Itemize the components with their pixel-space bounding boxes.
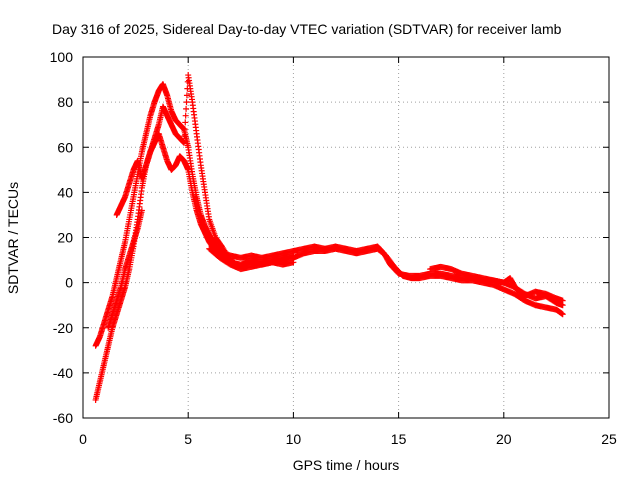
series-trace-d bbox=[105, 207, 297, 331]
data-point bbox=[180, 139, 187, 146]
y-tick-label: -40 bbox=[53, 365, 73, 381]
chart-title: Day 316 of 2025, Sidereal Day-to-day VTE… bbox=[52, 21, 562, 37]
data-point bbox=[138, 207, 145, 214]
data-point bbox=[182, 112, 189, 119]
x-tick-label: 10 bbox=[286, 431, 302, 447]
plot-frame bbox=[82, 56, 610, 419]
y-tick-label: 40 bbox=[57, 184, 73, 200]
data-point bbox=[290, 252, 297, 259]
y-tick-label: 80 bbox=[57, 94, 73, 110]
series-trace-e bbox=[427, 263, 566, 304]
x-tick-label: 20 bbox=[496, 431, 512, 447]
y-tick-label: -60 bbox=[53, 410, 73, 426]
x-axis-label: GPS time / hours bbox=[293, 457, 400, 473]
data-point bbox=[290, 259, 297, 266]
x-tick-label: 25 bbox=[601, 431, 617, 447]
y-tick-label: 0 bbox=[65, 275, 73, 291]
y-axis-label: SDTVAR / TECUs bbox=[5, 182, 21, 294]
y-tick-label: 60 bbox=[57, 139, 73, 155]
tick-labels: 0 5 10 15 20 25 -60 -40 -20 0 20 40 60 80 100 bbox=[50, 49, 617, 447]
data-point bbox=[181, 132, 188, 139]
y-tick-label: -20 bbox=[53, 320, 73, 336]
data-point bbox=[559, 297, 566, 304]
data-series bbox=[92, 72, 566, 403]
grid-lines bbox=[83, 57, 609, 418]
x-tick-label: 5 bbox=[184, 431, 192, 447]
y-tick-label: 20 bbox=[57, 230, 73, 246]
data-point bbox=[182, 119, 189, 126]
data-point bbox=[559, 311, 566, 318]
data-point bbox=[181, 126, 188, 133]
series-trace-c bbox=[113, 130, 297, 268]
data-point bbox=[183, 105, 190, 112]
data-point bbox=[183, 99, 190, 106]
data-point bbox=[183, 92, 190, 99]
x-tick-label: 0 bbox=[79, 431, 87, 447]
series-trace-a bbox=[92, 81, 566, 349]
x-tick-label: 15 bbox=[391, 431, 407, 447]
y-tick-label: 100 bbox=[50, 49, 74, 65]
